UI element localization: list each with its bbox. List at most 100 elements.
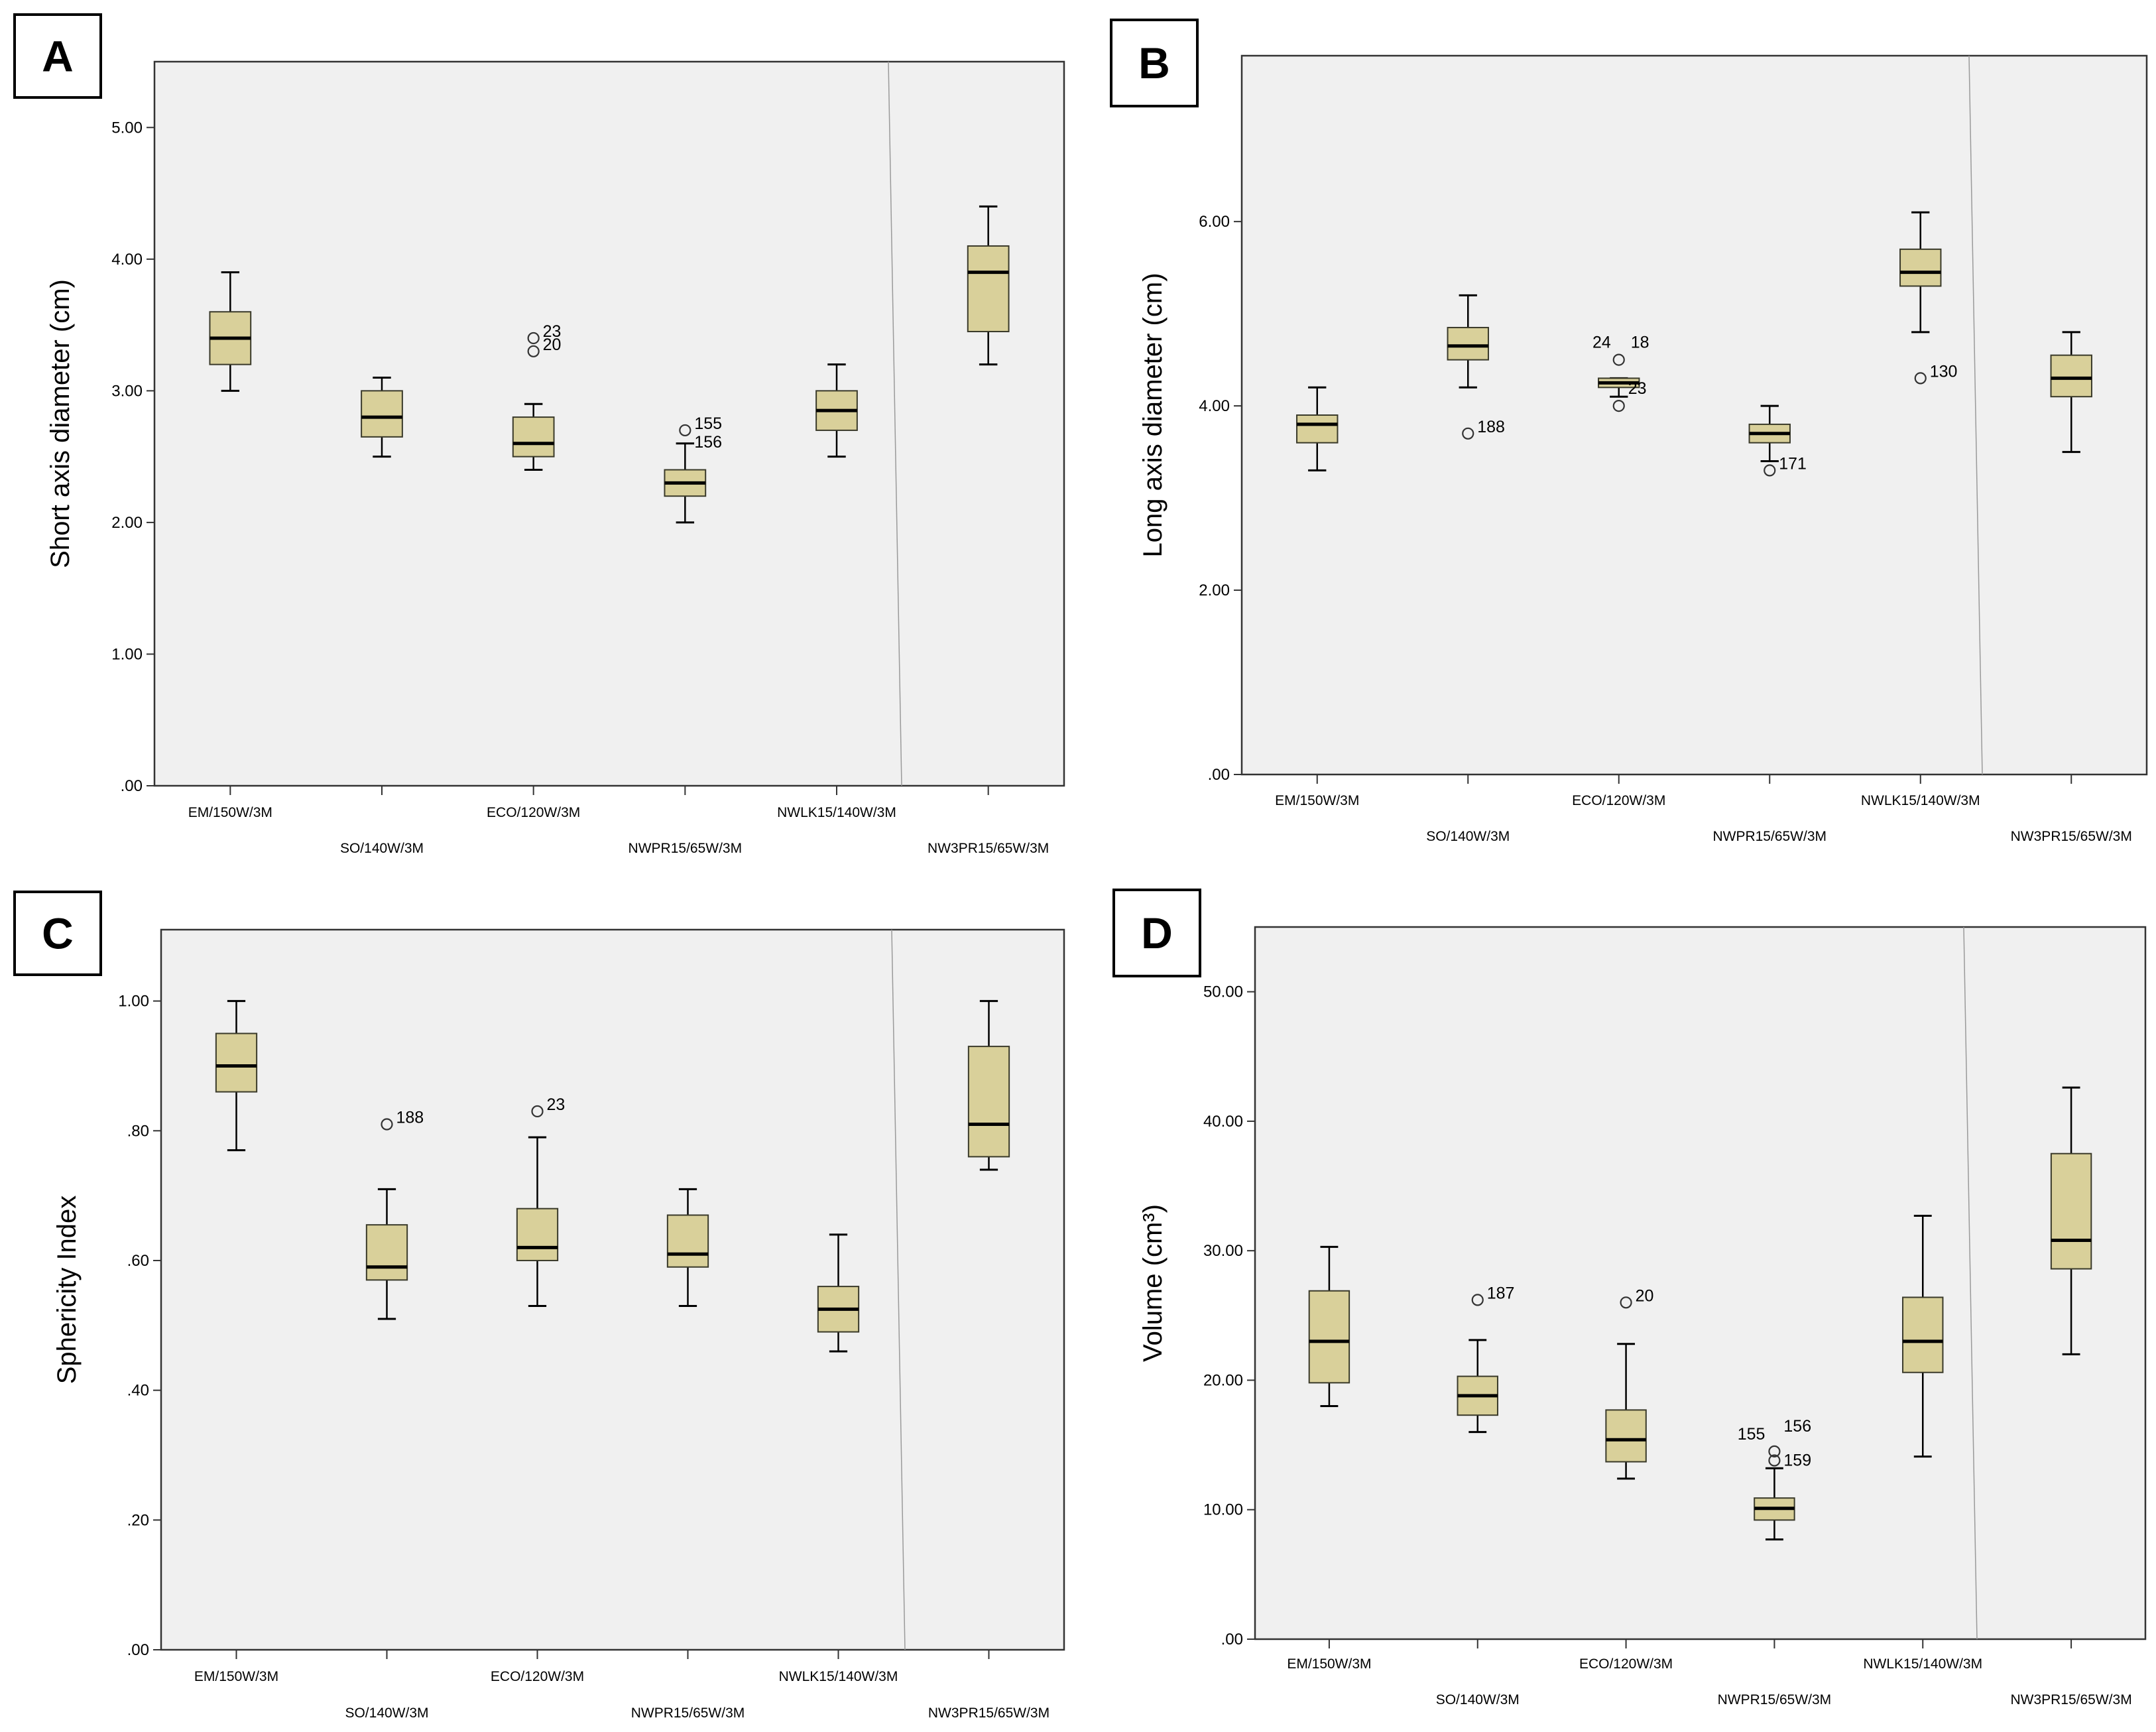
box-2 <box>1447 294 1489 389</box>
outlier-point <box>1768 1445 1781 1457</box>
iqr-box <box>1899 248 1942 287</box>
y-tick-label: 4.00 <box>1199 397 1230 415</box>
box-5 <box>815 363 858 458</box>
box-1 <box>1296 386 1339 471</box>
outlier-label: 18 <box>1631 334 1649 352</box>
y-axis-title: Short axis diameter (cm) <box>46 279 75 568</box>
y-tick-label: 4.00 <box>111 251 143 269</box>
plot-area <box>1240 54 2148 776</box>
box-3 <box>1605 1343 1647 1480</box>
outlier-label: 23 <box>1628 379 1647 398</box>
y-tick-label: 1.00 <box>118 993 149 1011</box>
y-tick-label: 5.00 <box>111 119 143 137</box>
outlier-point <box>1768 1454 1781 1467</box>
category-label: EM/150W/3M <box>194 1669 278 1684</box>
box-5 <box>817 1233 860 1353</box>
panel-c: .00 .20 .40 .60 .80 1.00 Sphericity Index EM/15… <box>13 891 1065 1721</box>
iqr-box <box>1296 414 1339 444</box>
box-6 <box>2050 331 2092 454</box>
y-tick-label: 40.00 <box>1203 1113 1243 1131</box>
box-6 <box>967 205 1010 366</box>
box-2 <box>361 377 403 458</box>
outlier-label: 20 <box>543 336 562 354</box>
outlier-point <box>1612 400 1625 412</box>
outlier-label: 188 <box>396 1109 424 1127</box>
box-1 <box>209 271 252 392</box>
iqr-box <box>967 245 1010 333</box>
iqr-box <box>516 1207 559 1261</box>
panel-letter-box <box>1110 19 1199 107</box>
y-tick-label: 3.00 <box>111 382 143 400</box>
category-label: NWPR15/65W/3M <box>1718 1692 1832 1707</box>
y-tick-label: .00 <box>121 777 143 795</box>
category-label: NWLK15/140W/3M <box>779 1669 898 1684</box>
category-label: EM/150W/3M <box>1275 793 1359 808</box>
outlier-point <box>679 424 691 437</box>
iqr-box <box>365 1224 408 1281</box>
category-label: ECO/120W/3M <box>1579 1656 1673 1672</box>
panel-letter: B <box>1138 38 1170 88</box>
outlier-label: 156 <box>1783 1417 1811 1436</box>
box-1 <box>215 1000 258 1152</box>
iqr-box <box>1447 326 1489 361</box>
iqr-box <box>361 390 403 438</box>
plot-area <box>1254 926 2147 1640</box>
outlier-point <box>1620 1296 1632 1309</box>
category-label: NWPR15/65W/3M <box>1712 829 1827 844</box>
category-label: ECO/120W/3M <box>491 1669 584 1684</box>
outlier-label: 130 <box>1930 362 1958 381</box>
panel-letter-box <box>1112 889 1201 977</box>
panel-letter: D <box>1141 908 1173 958</box>
category-label: NWPR15/65W/3M <box>631 1705 745 1721</box>
outlier-label: 23 <box>543 322 562 341</box>
category-label: NW3PR15/65W/3M <box>2010 1692 2131 1707</box>
box-6 <box>967 1000 1010 1171</box>
category-label: ECO/120W/3M <box>1572 793 1665 808</box>
iqr-box <box>215 1032 258 1093</box>
outlier-label: 23 <box>547 1095 566 1114</box>
box-4 <box>666 1188 709 1307</box>
y-tick-label: 20.00 <box>1203 1371 1243 1389</box>
category-label: SO/140W/3M <box>1436 1692 1520 1707</box>
y-tick-label: .60 <box>127 1252 149 1270</box>
outlier-label: 155 <box>1738 1425 1766 1444</box>
outlier-point <box>1914 372 1927 385</box>
outlier-point <box>1612 353 1625 366</box>
box-6 <box>2050 1086 2092 1355</box>
y-tick-label: 30.00 <box>1203 1242 1243 1260</box>
outlier-label: 24 <box>1592 334 1611 352</box>
y-tick-label: 2.00 <box>1199 582 1230 599</box>
y-tick-label: .00 <box>127 1641 149 1659</box>
panel-b: .00 2.00 4.00 6.00 Long axis diameter (cm) EM… <box>1110 19 2148 844</box>
category-label: NWLK15/140W/3M <box>777 805 896 820</box>
y-tick-label: 1.00 <box>111 645 143 663</box>
y-tick-label: .80 <box>127 1122 149 1140</box>
outlier-point <box>1462 427 1474 440</box>
outlier-label: 20 <box>1636 1286 1654 1305</box>
category-label: NW3PR15/65W/3M <box>928 1705 1049 1721</box>
y-axis-title: Sphericity Index <box>52 1196 82 1385</box>
y-tick-label: 6.00 <box>1199 213 1230 231</box>
plot-area <box>153 60 1065 787</box>
box-2 <box>365 1188 408 1320</box>
group-separator-line <box>1963 926 1978 1640</box>
group-separator-line <box>891 929 906 1650</box>
iqr-box <box>512 416 555 458</box>
box-4 <box>664 442 707 524</box>
category-label: NWPR15/65W/3M <box>629 841 743 856</box>
iqr-box <box>1902 1296 1944 1373</box>
outlier-label: 156 <box>694 433 722 452</box>
box-4 <box>1754 1467 1795 1541</box>
y-tick-label: .20 <box>127 1511 149 1529</box>
panel-d: .00 10.00 20.00 30.00 40.00 50.00 Volume (cm³)… <box>1112 889 2147 1707</box>
category-label: NWLK15/140W/3M <box>1863 1656 1982 1672</box>
category-label: NWLK15/140W/3M <box>1861 793 1980 808</box>
plot-area <box>160 928 1065 1651</box>
box-5 <box>1902 1214 1944 1458</box>
outlier-point <box>527 345 540 357</box>
category-label: SO/140W/3M <box>1426 829 1510 844</box>
category-label: NW3PR15/65W/3M <box>2011 829 2132 844</box>
panel-a: .00 1.00 2.00 3.00 4.00 5.00 Short axis diamet… <box>13 13 1065 856</box>
outlier-point <box>1764 464 1776 477</box>
category-label: SO/140W/3M <box>345 1705 428 1721</box>
